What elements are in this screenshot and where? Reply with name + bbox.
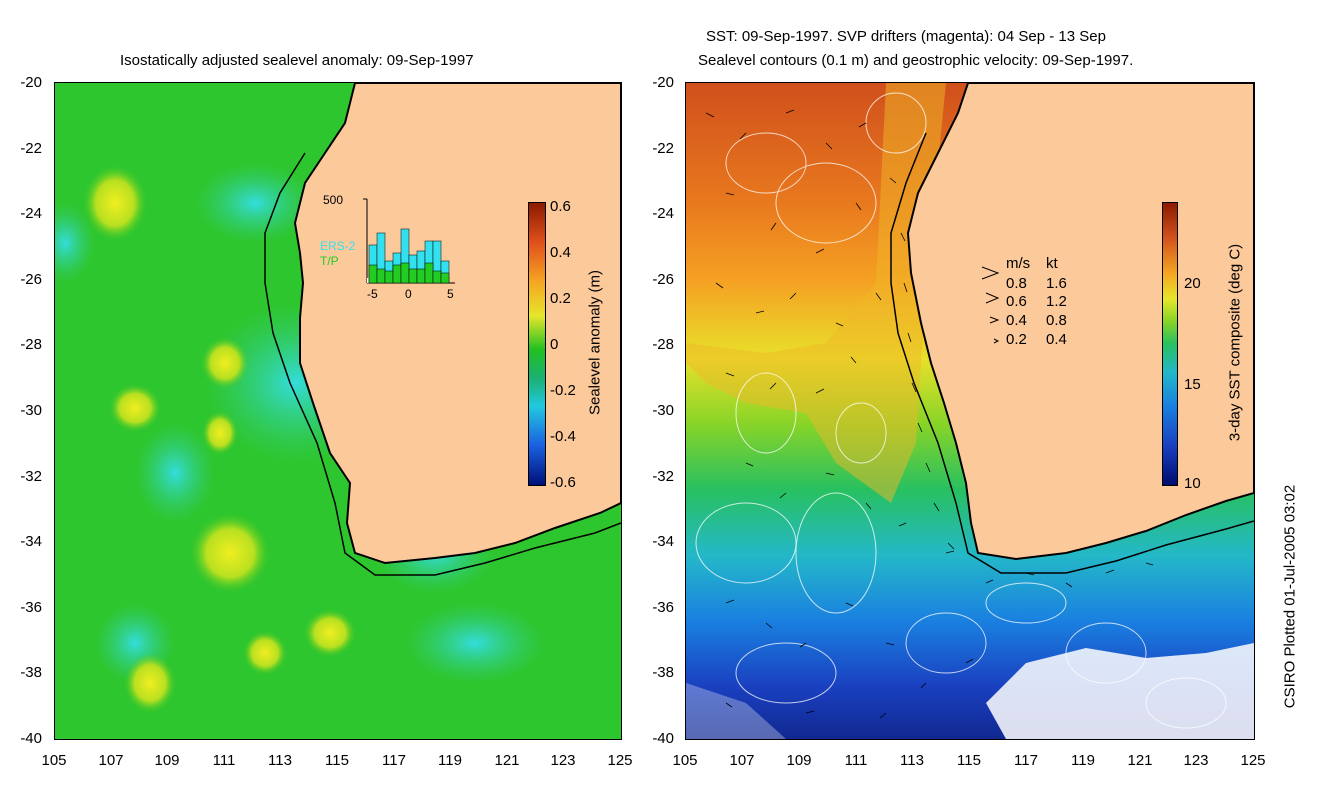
y-tick-label: -26 (20, 271, 42, 288)
y-tick-label: -24 (20, 205, 42, 222)
sst-cbar-tick: 10 (1184, 475, 1201, 492)
sealevel-cbar-tick: 0.2 (550, 290, 571, 307)
sst-cbar-tick: 20 (1184, 275, 1201, 292)
sst-colorbar (1162, 202, 1178, 486)
x-tick-label: 105 (41, 752, 67, 769)
y-tick-label: -28 (20, 336, 42, 353)
inset-ymax-label: 500 (323, 193, 344, 207)
sealevel-colorbar-label: Sealevel anomaly (m) (586, 269, 604, 416)
altimeter-histogram-inset (363, 198, 455, 284)
sealevel-cbar-tick: -0.4 (550, 428, 576, 445)
inset-xtick-5: 5 (447, 287, 454, 301)
sealevel-cbar-tick: -0.6 (550, 474, 576, 491)
x-tick-label: 113 (268, 752, 292, 769)
y-tick-label: -36 (652, 599, 674, 616)
speed-legend-kt: 0.8 (1046, 312, 1067, 329)
right-map-title-line1: SST: 09-Sep-1997. SVP drifters (magenta)… (706, 28, 1106, 45)
sst-cbar-tick: 15 (1184, 376, 1201, 393)
speed-legend-kt: 1.2 (1046, 293, 1067, 310)
x-tick-label: 115 (957, 752, 981, 769)
y-tick-label: -40 (20, 730, 42, 747)
sealevel-cbar-tick: 0 (550, 336, 559, 353)
x-tick-label: 107 (729, 752, 755, 769)
y-tick-label: -30 (20, 402, 42, 419)
y-tick-label: -40 (652, 730, 674, 747)
right-map-title-line2: Sealevel contours (0.1 m) and geostrophi… (698, 52, 1134, 69)
sealevel-cbar-tick: 0.4 (550, 244, 571, 261)
y-tick-label: -26 (652, 271, 674, 288)
y-tick-label: -28 (652, 336, 674, 353)
x-tick-label: 109 (786, 752, 812, 769)
x-tick-label: 121 (494, 752, 520, 769)
y-tick-label: -36 (20, 599, 42, 616)
x-tick-label: 111 (844, 752, 868, 769)
x-tick-label: 107 (98, 752, 124, 769)
y-tick-label: -34 (652, 533, 674, 550)
x-tick-label: 113 (900, 752, 924, 769)
y-tick-label: -22 (20, 140, 42, 157)
x-tick-label: 117 (382, 752, 406, 769)
y-tick-label: -34 (20, 533, 42, 550)
y-tick-label: -32 (652, 468, 674, 485)
speed-legend-ms: 0.8 (1006, 275, 1027, 292)
sealevel-cbar-tick: 0.6 (550, 198, 571, 215)
y-tick-label: -20 (652, 74, 674, 91)
speed-legend-ms: 0.2 (1006, 331, 1027, 348)
x-tick-label: 111 (212, 752, 236, 769)
speed-legend-kt: 1.6 (1046, 275, 1067, 292)
csiro-credit: CSIRO Plotted 01-Jul-2005 03:02 (1281, 484, 1299, 709)
sealevel-colorbar (528, 202, 546, 486)
x-tick-label: 109 (154, 752, 180, 769)
y-tick-label: -24 (652, 205, 674, 222)
x-tick-label: 105 (672, 752, 698, 769)
x-tick-label: 123 (1183, 752, 1209, 769)
x-tick-label: 123 (550, 752, 576, 769)
y-tick-label: -38 (20, 664, 42, 681)
x-tick-label: 121 (1127, 752, 1153, 769)
inset-legend-ers2: ERS-2 (320, 239, 356, 253)
y-tick-label: -30 (652, 402, 674, 419)
sst-colorbar-label: 3-day SST composite (deg C) (1226, 243, 1244, 442)
x-tick-label: 119 (1071, 752, 1095, 769)
x-tick-label: 125 (1240, 752, 1266, 769)
y-tick-label: -22 (652, 140, 674, 157)
speed-legend-header-kt: kt (1046, 255, 1058, 272)
x-tick-label: 119 (438, 752, 462, 769)
left-map-title: Isostatically adjusted sealevel anomaly:… (120, 52, 474, 69)
y-tick-label: -20 (20, 74, 42, 91)
inset-legend-tp: T/P (320, 254, 339, 268)
speed-legend-ms: 0.6 (1006, 293, 1027, 310)
speed-legend-kt: 0.4 (1046, 331, 1067, 348)
x-tick-label: 117 (1014, 752, 1038, 769)
speed-legend-ms: 0.4 (1006, 312, 1027, 329)
y-tick-label: -32 (20, 468, 42, 485)
speed-legend-header-ms: m/s (1006, 255, 1031, 272)
x-tick-label: 125 (607, 752, 633, 769)
speed-legend-arrows (981, 266, 1000, 344)
x-tick-label: 115 (325, 752, 349, 769)
inset-xtick-neg5: -5 (367, 287, 378, 301)
inset-xtick-0: 0 (405, 287, 412, 301)
sealevel-cbar-tick: -0.2 (550, 382, 576, 399)
y-tick-label: -38 (652, 664, 674, 681)
geostrophic-velocity-arrows (705, 109, 1154, 719)
